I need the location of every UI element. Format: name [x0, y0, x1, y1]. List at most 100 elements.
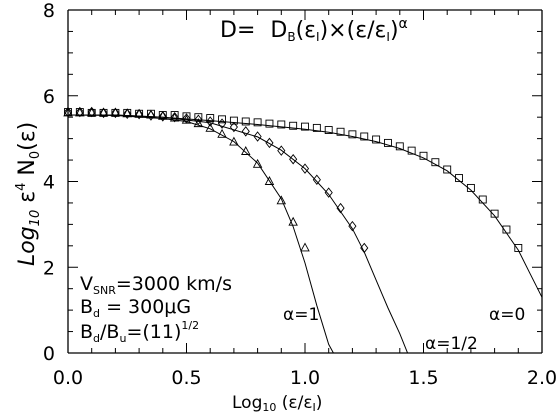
triangle-marker [217, 128, 227, 138]
y-tick-label: 4 [43, 172, 55, 194]
square-marker [324, 126, 333, 135]
triangle-marker [252, 158, 263, 168]
square-marker [431, 158, 440, 167]
square-marker [99, 108, 108, 117]
diamond-marker [241, 126, 250, 137]
square-marker [64, 108, 72, 116]
square-marker [348, 130, 357, 139]
square-marker [253, 118, 262, 127]
y-tick-label: 8 [43, 0, 55, 22]
fit-curve-square [68, 114, 542, 298]
diamond-marker [123, 108, 132, 119]
x-tick-label: 2.0 [527, 367, 557, 389]
y-tick-label: 0 [43, 343, 55, 365]
square-marker [170, 111, 179, 119]
square-marker [146, 109, 155, 118]
diamond-marker [360, 242, 369, 254]
square-marker [372, 135, 381, 144]
param-vsnr: VSNR=3000 km/s [80, 273, 232, 297]
square-marker [229, 116, 238, 125]
x-tick-label: 1.5 [408, 367, 438, 389]
triangle-marker [276, 195, 287, 205]
square-marker [514, 244, 523, 252]
square-marker [265, 119, 274, 128]
diamond-marker [63, 106, 73, 118]
diamond-marker [111, 107, 120, 119]
square-marker [466, 183, 475, 192]
diamond-marker [229, 121, 238, 133]
triangle-marker [300, 242, 310, 252]
square-marker [218, 115, 227, 124]
square-marker [443, 165, 452, 174]
square-marker [87, 108, 96, 117]
square-marker [135, 109, 144, 118]
x-tick-label: 1.0 [290, 367, 320, 389]
x-axis-label: Log10 (ε/εI) [232, 393, 322, 414]
square-marker [407, 146, 416, 155]
square-marker [301, 122, 309, 131]
triangle-marker [98, 107, 109, 117]
square-marker [312, 123, 321, 132]
diamond-marker [75, 106, 84, 118]
annotation-alpha-0: α=0 [489, 305, 525, 325]
square-marker [384, 138, 392, 147]
diamond-marker [206, 116, 215, 127]
square-marker [490, 209, 499, 218]
diamond-marker [300, 163, 310, 174]
square-marker [158, 111, 167, 119]
y-tick-label: 2 [43, 257, 55, 279]
diamond-marker [158, 111, 167, 122]
square-marker [360, 132, 369, 141]
square-marker [241, 117, 250, 126]
triangle-marker [229, 136, 239, 146]
square-marker [502, 225, 511, 234]
y-axis-label: Log10 ε4 N0(ε) [14, 122, 43, 266]
ticks: 0.0 0.5 1.0 1.5 2.0 0 2 4 6 8 [43, 0, 557, 389]
diamond-marker [170, 111, 179, 123]
y-tick-label: 6 [43, 86, 55, 108]
diamond-marker [99, 107, 108, 119]
square-marker [206, 114, 215, 122]
annotation-alpha-1: α=1 [283, 305, 319, 325]
square-marker [478, 195, 487, 204]
square-marker [336, 127, 345, 136]
diamond-marker [312, 174, 321, 186]
triangle-marker [193, 118, 204, 128]
x-tick-label: 0.5 [171, 367, 201, 389]
annotation-alpha-half: α=1/2 [425, 334, 478, 354]
square-marker [111, 108, 120, 117]
diamond-marker [135, 108, 144, 120]
triangle-marker [264, 176, 275, 185]
triangle-marker [158, 110, 168, 120]
triangle-marker [146, 109, 156, 119]
diamond-marker [217, 118, 227, 129]
triangle-marker [241, 146, 251, 155]
diamond-marker [194, 114, 203, 125]
diamond-marker [265, 137, 274, 149]
square-marker [182, 112, 191, 121]
x-tick-label: 0.0 [53, 367, 83, 389]
param-bd: Bd = 300μG [80, 296, 191, 320]
square-marker [395, 142, 404, 151]
square-marker [123, 108, 132, 117]
triangle-marker [110, 107, 121, 117]
square-marker [194, 113, 203, 122]
diamond-marker [324, 187, 333, 198]
diamond-marker [182, 113, 191, 124]
square-marker [75, 108, 84, 116]
diamond-marker [348, 220, 357, 232]
square-marker [289, 121, 298, 130]
diamond-marker [289, 153, 298, 165]
square-marker [455, 174, 463, 183]
param-ratio: Bd/Bu=(11)1/2 [80, 319, 199, 345]
diamond-marker [253, 131, 262, 142]
diamond-marker [277, 145, 286, 156]
chart-title: D= DB(εI)×(ε/εI)α [220, 16, 408, 44]
triangle-marker [205, 122, 215, 132]
diamond-marker [146, 110, 156, 121]
diamond-marker [336, 202, 345, 214]
triangle-marker [288, 216, 298, 226]
square-marker [419, 151, 428, 160]
data-markers [63, 106, 523, 254]
